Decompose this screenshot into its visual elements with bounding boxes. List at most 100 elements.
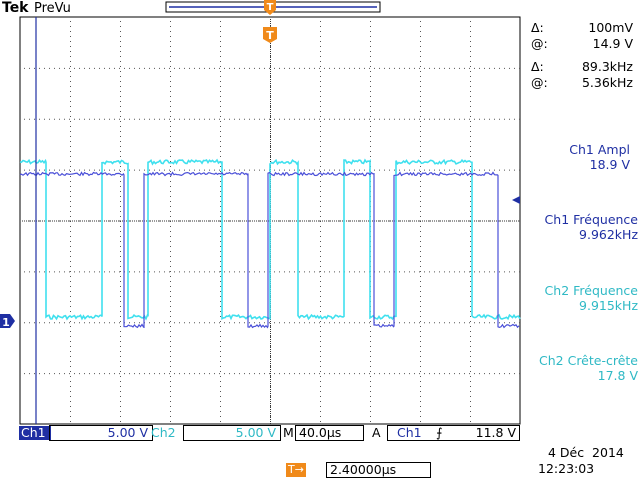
- grid-dot: [44, 169, 45, 171]
- grid-dot: [194, 322, 195, 324]
- ch1-scale[interactable]: 5.00 V: [49, 425, 153, 441]
- grid-dot: [220, 181, 221, 182]
- measurement-ch2-peak-to-peak: Ch2 Crête-crête 17.8 V: [539, 353, 638, 383]
- grid-dot: [220, 91, 221, 92]
- grid-dot: [420, 416, 421, 417]
- center-axis-dot: [270, 145, 271, 146]
- grid-dot: [420, 116, 421, 117]
- grid-dot: [420, 381, 421, 382]
- trigger-level-arrow[interactable]: [512, 196, 520, 204]
- grid-dot: [170, 351, 171, 352]
- grid-dot: [389, 271, 390, 273]
- grid-dot: [259, 373, 260, 375]
- grid-dot: [320, 341, 321, 342]
- grid-dot: [304, 118, 305, 120]
- grid-dot: [470, 261, 471, 262]
- center-axis-dot: [66, 220, 67, 222]
- grid-dot: [370, 381, 371, 382]
- grid-dot: [170, 46, 171, 47]
- grid-dot: [470, 56, 471, 57]
- ch1-ground-marker[interactable]: [0, 314, 15, 328]
- grid-dot: [120, 316, 121, 317]
- center-axis-dot: [240, 220, 241, 222]
- trigger-position-marker[interactable]: [264, 0, 276, 15]
- delay-value[interactable]: 2.40000µs: [326, 462, 431, 478]
- grid-dot: [174, 67, 175, 69]
- grid-dot: [319, 118, 320, 120]
- grid-dot: [320, 306, 321, 307]
- ch1-ground-label: 1: [2, 316, 10, 329]
- grid-dot: [54, 373, 55, 375]
- grid-dot: [220, 186, 221, 187]
- grid-dot: [120, 46, 121, 47]
- grid-dot: [174, 271, 175, 273]
- grid-dot: [70, 126, 71, 127]
- grid-dot: [454, 271, 455, 273]
- grid-dot: [334, 373, 335, 375]
- grid-dot: [64, 67, 65, 69]
- center-axis-dot: [270, 337, 271, 338]
- center-axis-dot: [270, 107, 271, 108]
- grid-dot: [504, 67, 505, 69]
- acquisition-mode: PreVu: [34, 1, 71, 16]
- grid-dot: [320, 381, 321, 382]
- grid-dot: [434, 118, 435, 120]
- center-axis-dot: [422, 220, 423, 222]
- grid-dot: [70, 276, 71, 277]
- center-axis-dot: [50, 220, 51, 222]
- grid-dot: [120, 31, 121, 32]
- grid-dot: [404, 169, 405, 171]
- grid-dot: [270, 406, 271, 407]
- grid-dot: [70, 356, 71, 357]
- center-axis-dot: [182, 220, 183, 222]
- trigger-settings-box[interactable]: Ch1 ⨍ 11.8 V: [387, 425, 520, 441]
- grid-dot: [229, 322, 230, 324]
- center-axis-dot: [270, 341, 271, 342]
- grid-dot: [74, 373, 75, 375]
- center-axis-dot: [302, 220, 303, 222]
- grid-dot: [220, 121, 221, 122]
- grid-dot: [349, 220, 350, 222]
- grid-dot: [320, 151, 321, 152]
- grid-dot: [359, 118, 360, 120]
- grid-dot: [320, 211, 321, 212]
- grid-dot: [514, 67, 515, 69]
- grid-dot: [254, 271, 255, 273]
- grid-dot: [370, 96, 371, 97]
- center-axis-dot: [38, 220, 39, 222]
- grid-dot: [514, 322, 515, 324]
- grid-dot: [349, 118, 350, 120]
- grid-dot: [289, 322, 290, 324]
- timebase-value[interactable]: 40.0µs: [295, 425, 364, 441]
- ch2-label[interactable]: Ch2: [151, 425, 176, 440]
- grid-dot: [204, 67, 205, 69]
- grid-dot: [170, 271, 171, 272]
- grid-dot: [79, 118, 80, 120]
- grid-dot: [379, 220, 380, 222]
- grid-dot: [119, 169, 120, 171]
- grid-dot: [370, 131, 371, 132]
- grid-dot: [420, 321, 421, 322]
- grid-dot: [170, 326, 171, 327]
- grid-dot: [29, 67, 30, 69]
- cursor-value: 5.36kHz: [581, 75, 633, 90]
- grid-dot: [220, 281, 221, 282]
- grid-dot: [170, 61, 171, 62]
- grid-dot: [259, 220, 260, 222]
- trigger-time-marker[interactable]: [263, 27, 277, 43]
- grid-dot: [170, 126, 171, 127]
- grid-dot: [420, 191, 421, 192]
- center-axis-dot: [296, 220, 297, 222]
- center-axis-dot: [432, 220, 433, 222]
- grid-dot: [70, 56, 71, 57]
- grid-dot: [134, 67, 135, 69]
- ch1-label-box[interactable]: Ch1: [19, 426, 51, 440]
- grid-dot: [220, 251, 221, 252]
- grid-dot: [470, 106, 471, 107]
- grid-dot: [499, 67, 500, 69]
- grid-dot: [320, 241, 321, 242]
- grid-dot: [370, 31, 371, 32]
- center-axis-dot: [156, 220, 157, 222]
- ch2-scale[interactable]: 5.00 V: [183, 425, 281, 441]
- center-axis-dot: [380, 220, 381, 222]
